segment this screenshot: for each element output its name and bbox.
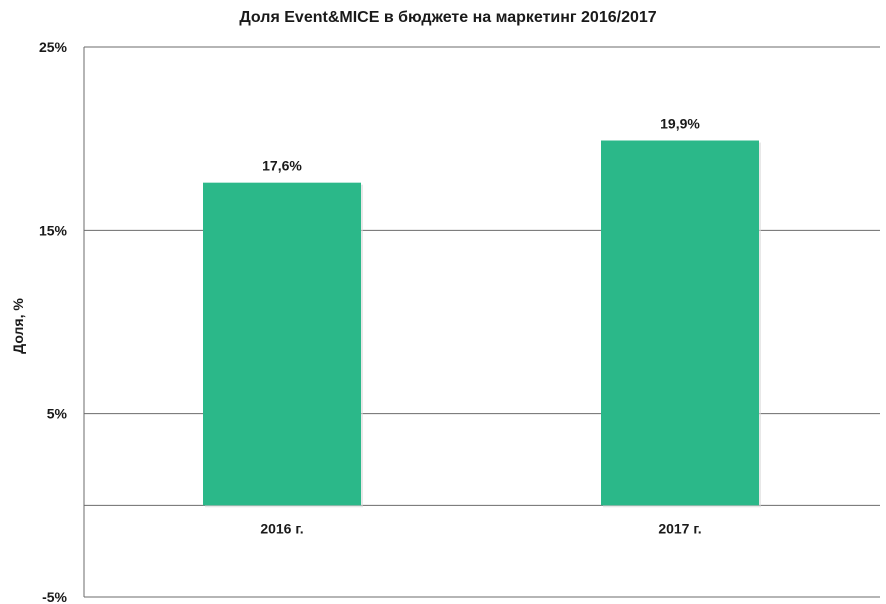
data-label: 17,6%: [262, 158, 302, 174]
bar: [203, 182, 361, 506]
x-tick-label: 2017 г.: [658, 520, 701, 536]
y-tick-label: 5%: [47, 406, 68, 422]
y-tick-label: 25%: [39, 39, 68, 55]
data-label: 19,9%: [660, 116, 700, 132]
bars: [203, 140, 761, 508]
labels: 25% 15% 5% -5% 17,6% 2016 г. 19,9% 2017 г.: [39, 39, 702, 604]
chart-title: Доля Event&MICE в бюджете на маркетинг 2…: [239, 9, 656, 26]
x-tick-label: 2016 г.: [260, 520, 303, 536]
y-axis-label: Доля, %: [10, 298, 26, 354]
y-tick-label: -5%: [42, 589, 67, 604]
bar: [601, 140, 759, 506]
y-tick-label: 15%: [39, 222, 68, 238]
